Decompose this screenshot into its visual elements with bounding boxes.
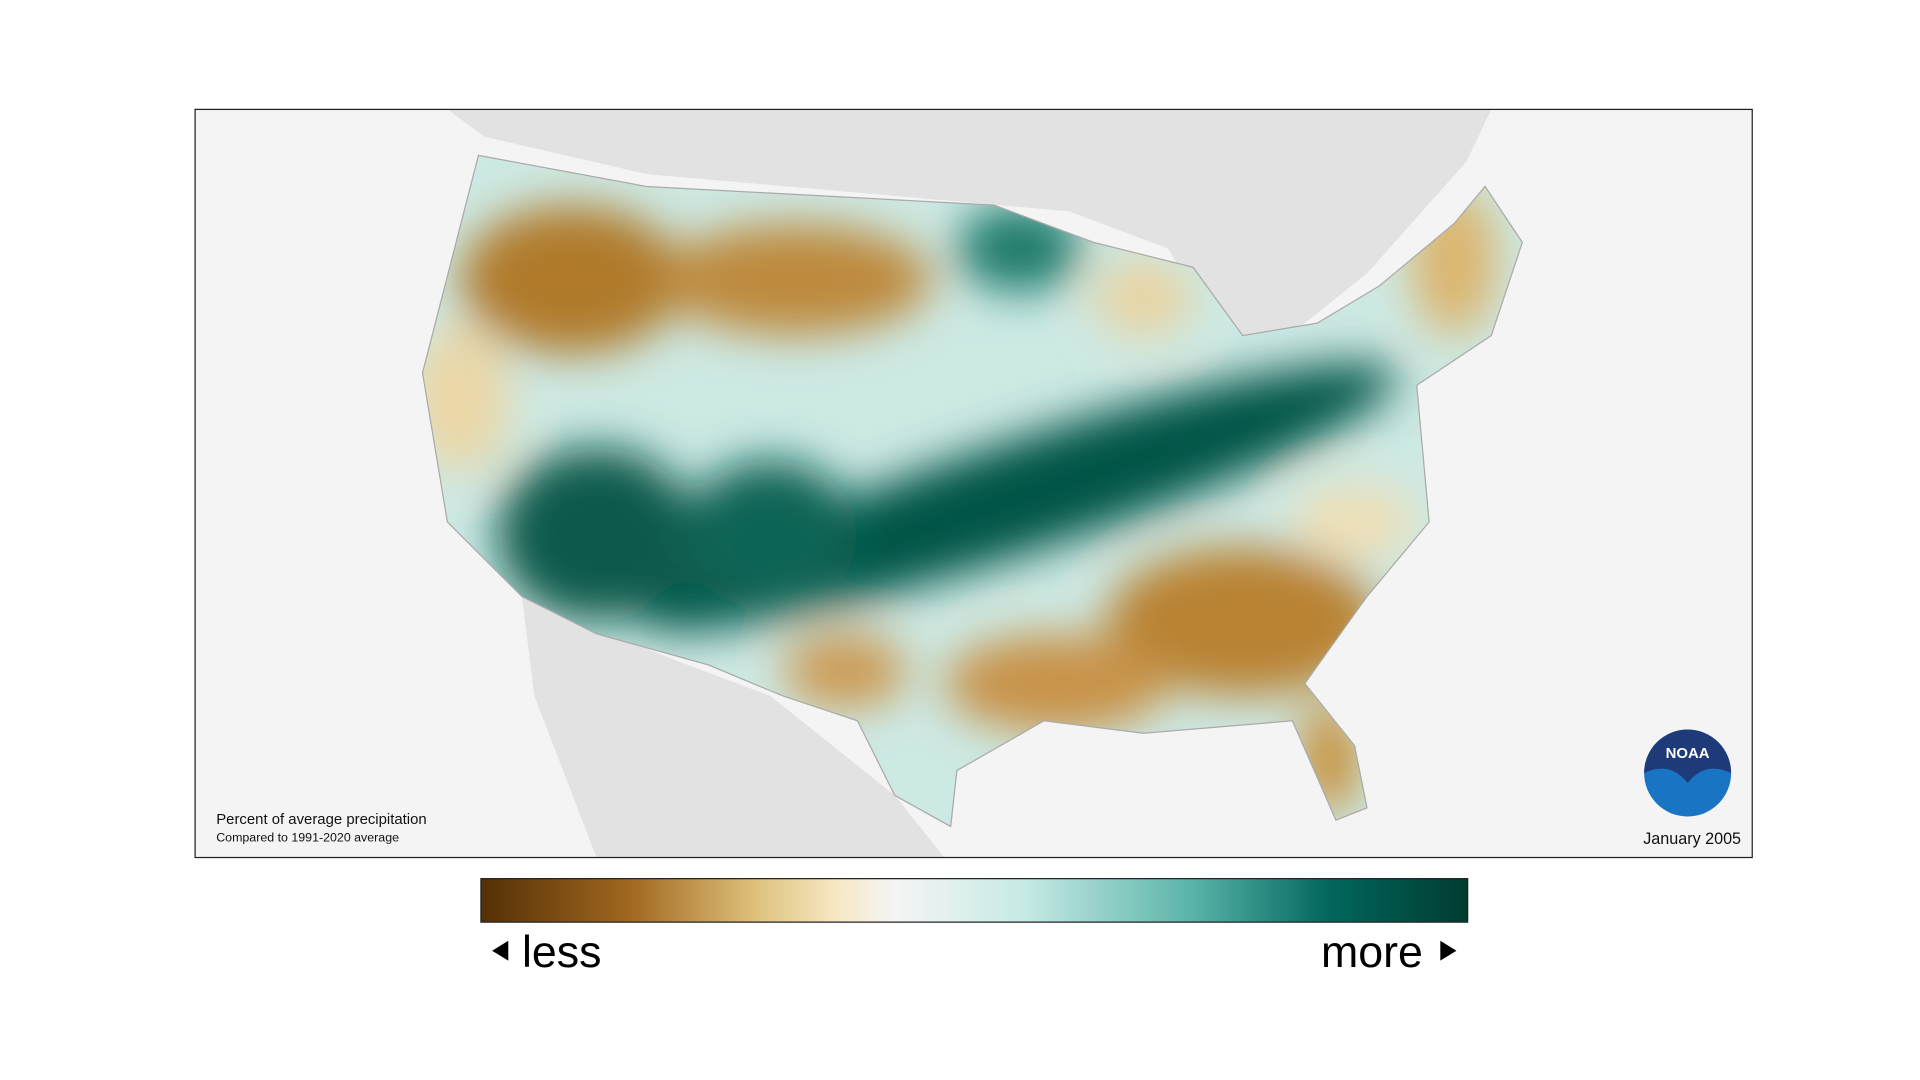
logo-text: NOAA [1666,746,1710,762]
color-bar [480,878,1469,923]
map-border [194,108,1753,859]
less-arrow [492,940,509,961]
map-frame [195,109,1753,858]
more-arrow [1440,940,1457,961]
legend-high: more [1321,928,1423,977]
noaa-logo: NOAA [1644,729,1732,817]
date-label: January 2005 [1643,830,1741,848]
note-subtitle: Compared to 1991-2020 average [216,830,399,844]
mexico [521,596,945,858]
note-title: Percent of average precipitation [216,812,426,828]
legend-low: less [522,928,602,977]
canada [447,109,1492,373]
